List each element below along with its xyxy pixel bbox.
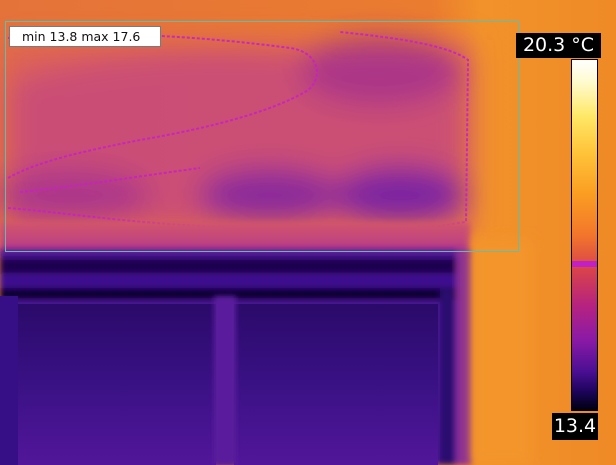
cool-wall-region [0, 35, 470, 235]
wall-right-strip [472, 240, 532, 465]
scale-marker [572, 261, 597, 267]
scale-min-label: 13.4 [552, 413, 598, 440]
color-scale-bar [571, 59, 598, 411]
scale-max-label: 20.3 °C [516, 33, 601, 58]
window-panes [0, 296, 438, 465]
measurement-box[interactable] [5, 21, 519, 252]
min-max-label: min 13.8 max 17.6 [9, 26, 161, 47]
